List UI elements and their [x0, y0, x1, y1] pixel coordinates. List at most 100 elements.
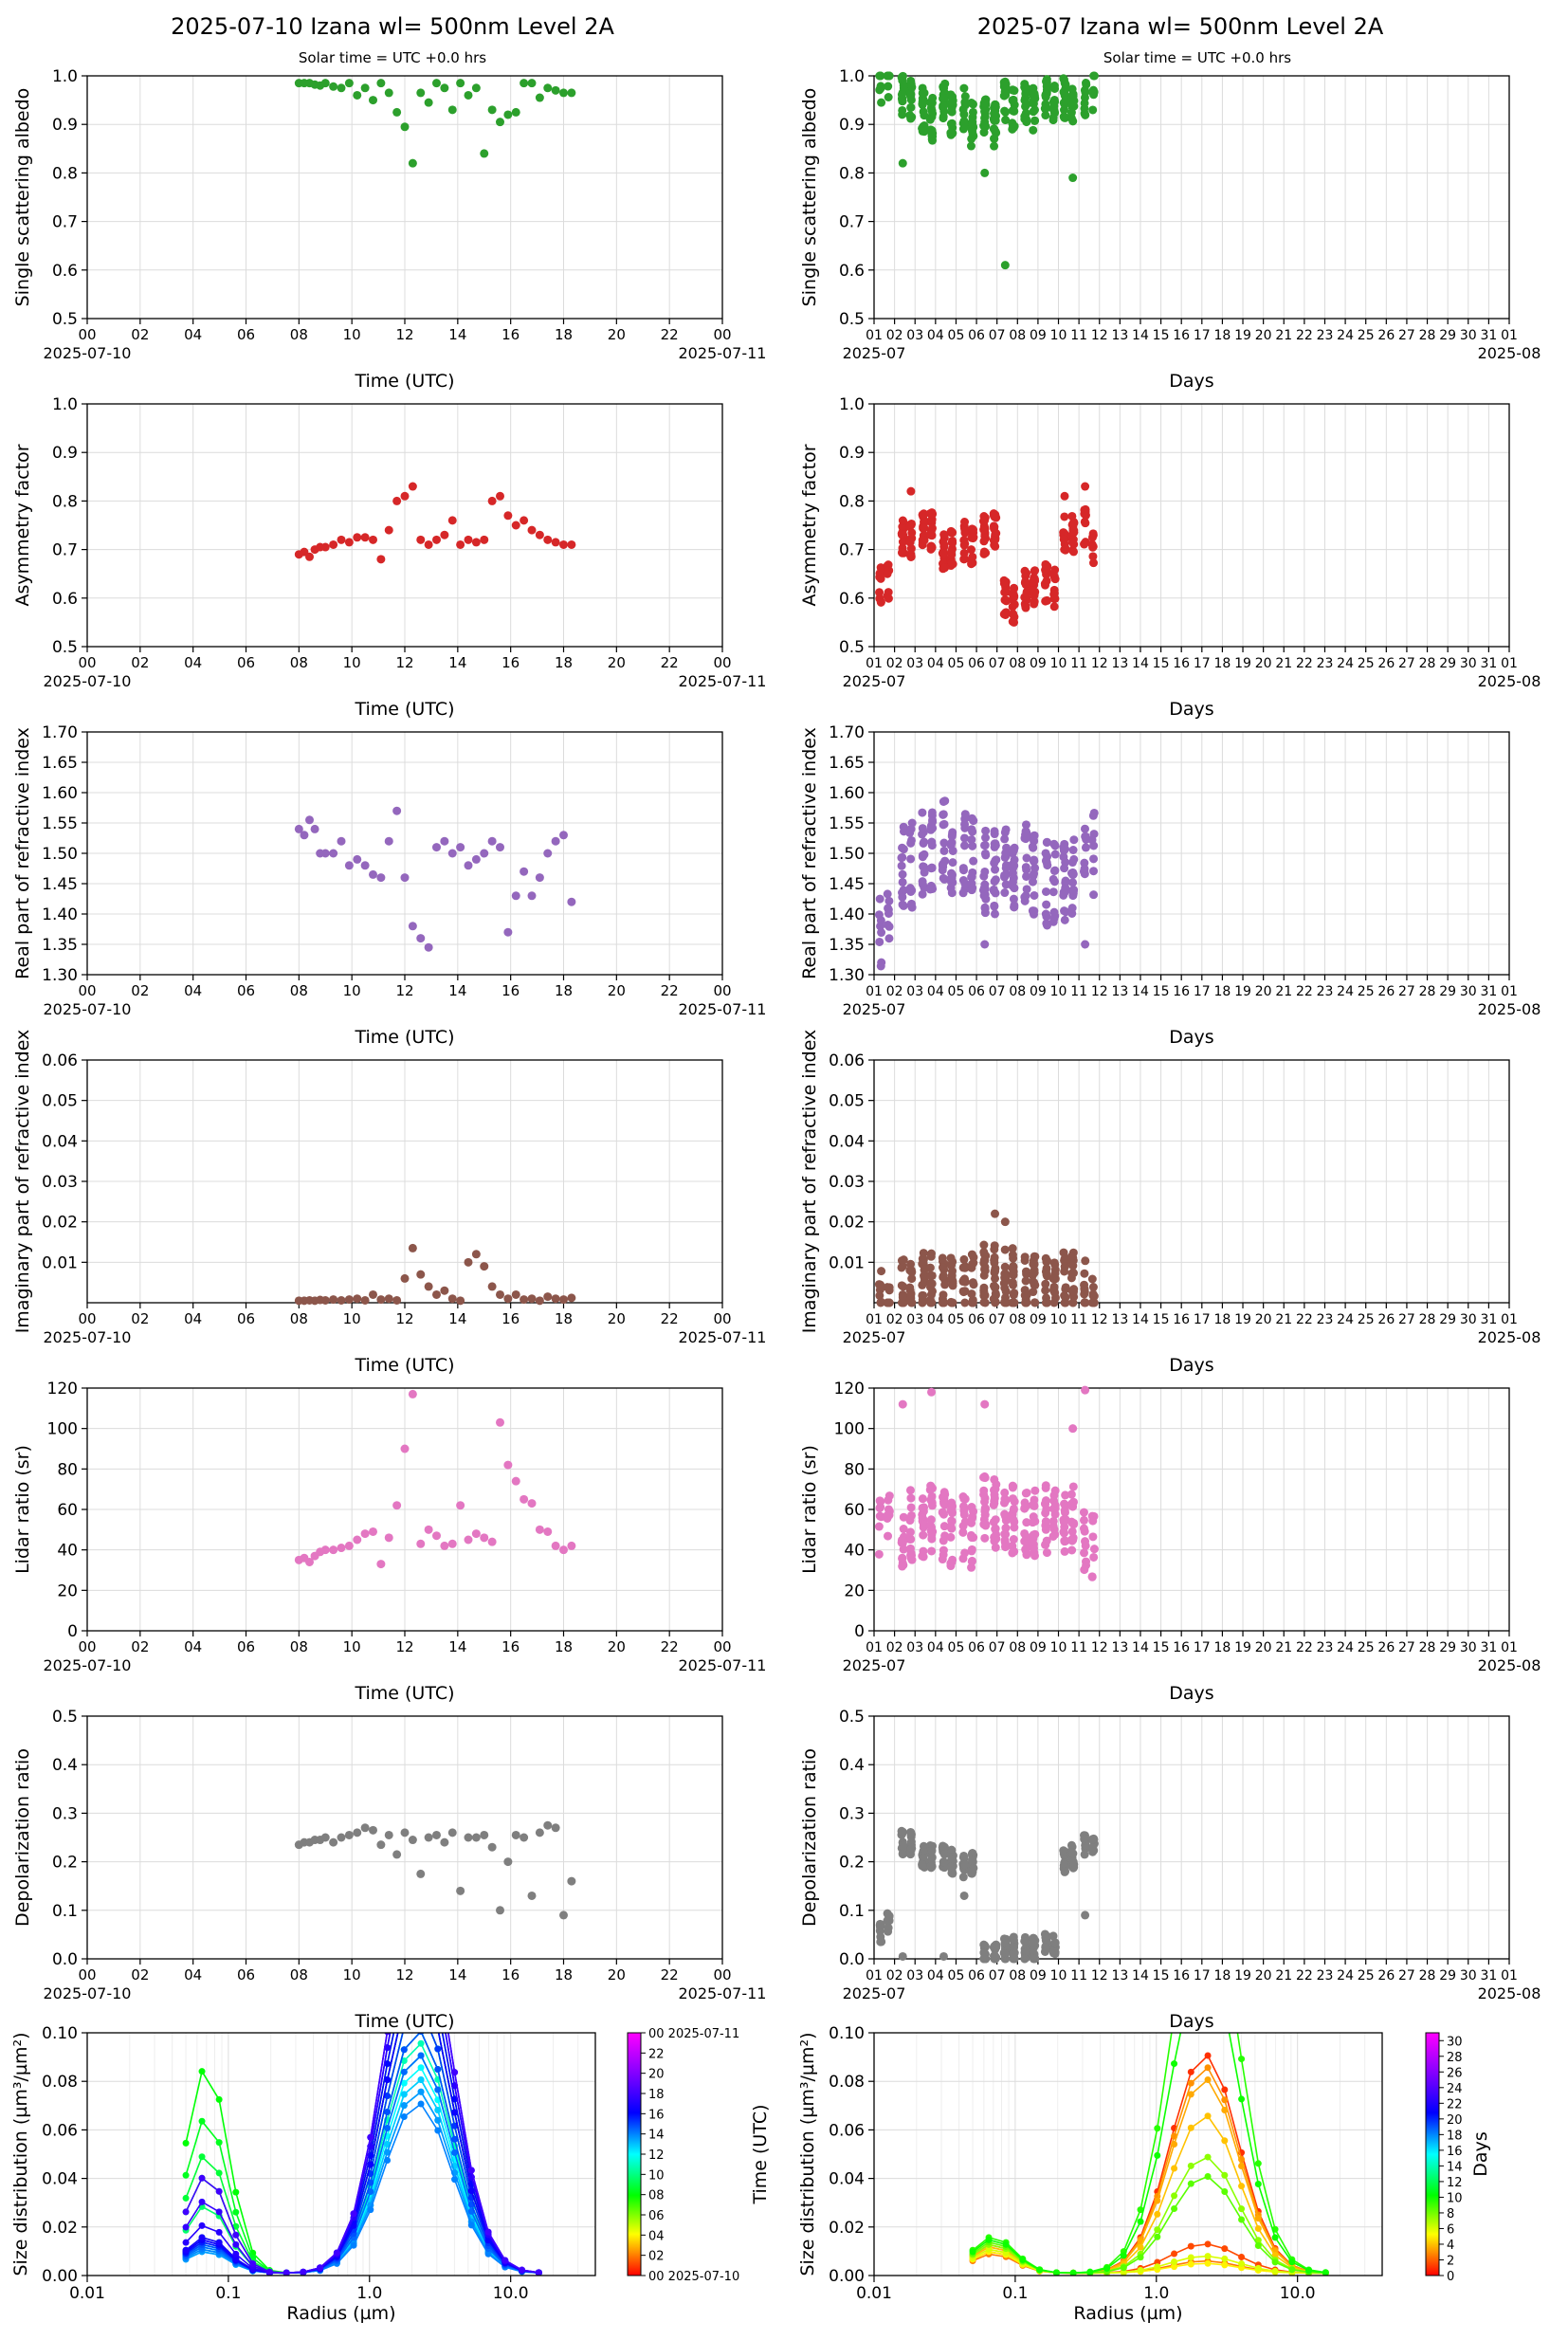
asym-monthly-panel: 0.50.60.70.80.91.001 02 03 04 05 06 07 08 09 10 11… [799, 395, 1541, 720]
y-tick-label: 1.0 [839, 395, 865, 414]
lidar-point [927, 1546, 937, 1556]
nreal-point [1080, 864, 1089, 873]
asym-point [376, 555, 386, 564]
lidar-point [899, 1525, 908, 1534]
depol-point [897, 1826, 906, 1836]
size-distribution-point [401, 2002, 408, 2008]
x-tick-label: 24 [1337, 1312, 1354, 1327]
depol-point [968, 1867, 977, 1876]
lidar-point [968, 1512, 977, 1522]
nimag-point [960, 1263, 970, 1272]
size-distribution-point [1204, 2259, 1212, 2267]
nimag-point [1008, 1251, 1017, 1260]
size-distribution-point [1238, 2205, 1246, 2213]
nimag-point [958, 1287, 968, 1296]
depol-point [559, 1910, 568, 1920]
lidar-point [543, 1526, 553, 1536]
ssa-point [487, 105, 497, 115]
nreal-point [1042, 920, 1051, 929]
nimag-point [511, 1289, 520, 1299]
x-start-label: 2025-07 [843, 1000, 906, 1018]
size-distribution-point [1204, 2052, 1212, 2059]
asym-point [1059, 535, 1068, 544]
depol-point [906, 1827, 916, 1837]
ssa-point [884, 92, 893, 101]
x-tick-label: 17 [1194, 1640, 1211, 1655]
y-tick-label: 1.45 [42, 875, 78, 894]
colorbar-tick-label: 08 [648, 2189, 665, 2203]
ssa-point [329, 82, 338, 91]
size-distribution-point [1120, 2264, 1127, 2272]
nreal-point [1080, 824, 1089, 833]
x-tick-label: 25 [1358, 328, 1375, 343]
size-distribution-point [182, 2139, 190, 2147]
y-tick-label: 1.65 [829, 754, 865, 773]
asym-point [959, 548, 969, 558]
depol-point [400, 1828, 410, 1837]
x-tick-label: 23 [1317, 656, 1334, 671]
ssa-point [980, 106, 990, 116]
x-axis-label: Time (UTC) [354, 1355, 454, 1376]
nreal-point [1000, 871, 1010, 881]
x-tick-label: 18 [1214, 984, 1231, 999]
y-axis-label: Real part of refractive index [799, 727, 820, 979]
x-tick-label: 30 [1460, 1312, 1477, 1327]
nimag-point [1009, 1262, 1018, 1271]
lidar-point [883, 1514, 892, 1524]
x-tick-label: 05 [948, 984, 965, 999]
colorbar-tick-label: 22 [648, 2047, 665, 2061]
size-distribution-point [400, 2102, 408, 2110]
nreal-point [487, 836, 497, 846]
x-tick-label: 00 [713, 654, 731, 671]
nimag-point [496, 1289, 504, 1299]
size-distribution-point [1137, 2218, 1144, 2225]
size-distribution-point [232, 2255, 240, 2262]
nreal-point [305, 815, 314, 825]
y-tick-label: 0.02 [829, 2219, 865, 2238]
lidar-point [906, 1493, 916, 1503]
nreal-point [874, 910, 884, 920]
x-end-label: 2025-07-11 [679, 672, 767, 690]
asym-point [1069, 547, 1079, 557]
nreal-point [447, 849, 457, 858]
size-distribution-point [198, 2234, 206, 2241]
axes-frame [873, 75, 1510, 320]
x-tick-label: 05 [948, 656, 965, 671]
y-axis-label: Lidar ratio (sr) [12, 1445, 33, 1574]
asym-point [1049, 602, 1059, 612]
asym-point [969, 533, 978, 542]
lidar-point [884, 1531, 893, 1541]
depol-point [875, 1919, 884, 1929]
y-tick-label: 120 [834, 1380, 865, 1399]
size-distribution-point [434, 2116, 442, 2124]
asym-point [551, 538, 560, 547]
size-distribution-line [185, 2033, 539, 2275]
size-distribution-point [985, 2245, 993, 2253]
asym-point [464, 535, 473, 544]
ssa-point [876, 82, 885, 91]
x-tick-label: 16 [501, 1638, 520, 1655]
x-start-label: 2025-07 [843, 672, 906, 690]
nreal-point [959, 833, 969, 843]
lidar-point [1028, 1537, 1037, 1546]
x-tick-label: 04 [927, 656, 944, 671]
nreal-point [958, 888, 968, 898]
x-tick-label: 1.0 [356, 2284, 382, 2303]
lidar-point [884, 1507, 894, 1516]
x-tick-label: 12 [395, 1638, 413, 1655]
nimag-point [408, 1243, 417, 1252]
x-tick-label: 12 [395, 1966, 413, 1984]
size-distribution-point [417, 2100, 425, 2108]
nreal-point [1089, 867, 1099, 876]
nimag-point [1029, 1277, 1038, 1287]
x-tick-label: 28 [1419, 328, 1436, 343]
colorbar-tick-label: 8 [1447, 2207, 1454, 2221]
size-distribution-line [972, 2248, 1326, 2275]
nreal-point [1001, 880, 1011, 889]
nreal-point [1081, 832, 1090, 841]
x-tick-label: 01 [866, 1640, 883, 1655]
x-tick-label: 01 [866, 656, 883, 671]
y-tick-label: 0.6 [52, 262, 78, 281]
x-tick-label: 22 [1296, 656, 1313, 671]
ssa-point [918, 97, 927, 106]
